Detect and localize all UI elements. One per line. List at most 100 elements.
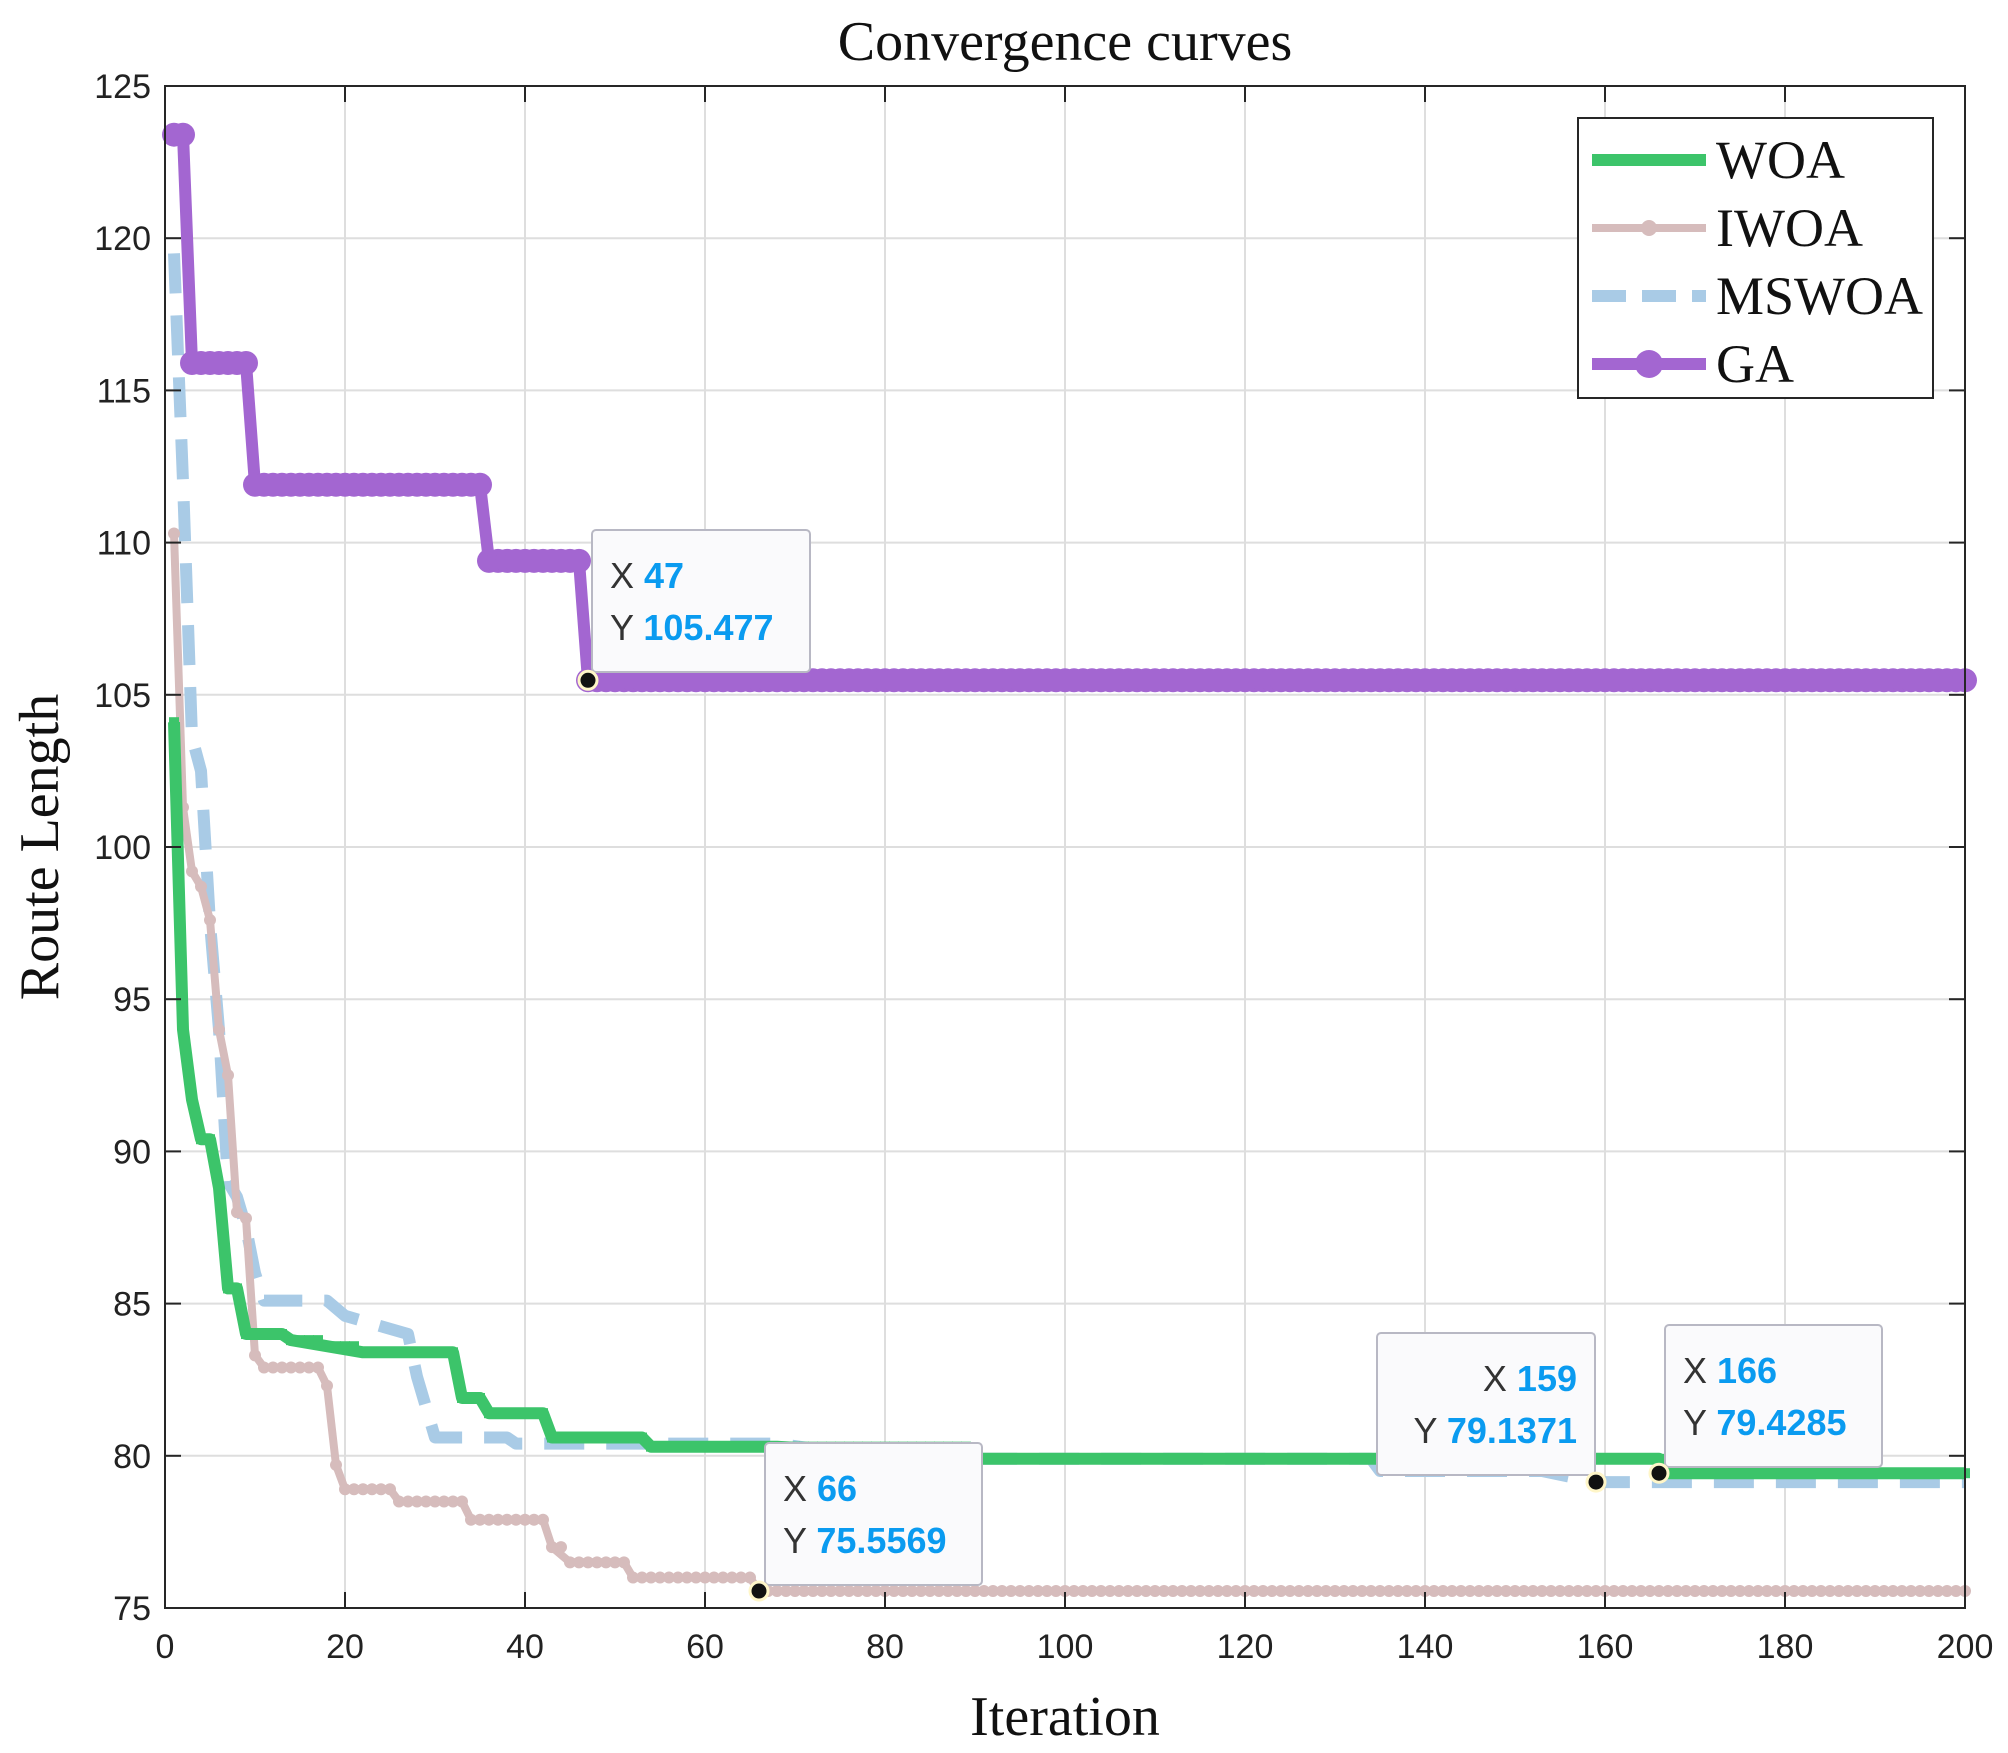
data-point bbox=[1311, 1585, 1323, 1598]
data-point bbox=[303, 1361, 315, 1374]
data-point bbox=[960, 1585, 972, 1598]
data-point bbox=[942, 1585, 954, 1598]
data-point bbox=[493, 1408, 503, 1419]
data-point bbox=[1698, 1585, 1710, 1598]
x-tick-label: 20 bbox=[326, 1628, 364, 1666]
data-point bbox=[1744, 1468, 1754, 1479]
datatip-marker bbox=[748, 1580, 770, 1602]
data-point bbox=[1267, 1453, 1277, 1464]
data-point bbox=[879, 1585, 891, 1598]
data-point bbox=[231, 1206, 243, 1219]
data-point bbox=[1716, 1585, 1728, 1598]
data-point bbox=[618, 1556, 630, 1569]
data-point bbox=[1690, 1468, 1700, 1479]
data-point bbox=[718, 1441, 728, 1452]
datatip-marker bbox=[1585, 1471, 1607, 1493]
data-point bbox=[1249, 1453, 1259, 1464]
x-tick-label: 100 bbox=[1037, 1628, 1094, 1666]
data-point bbox=[1896, 1585, 1908, 1598]
data-point bbox=[564, 1556, 576, 1569]
data-point bbox=[628, 1432, 638, 1443]
data-point bbox=[528, 1513, 540, 1526]
data-point bbox=[1681, 1468, 1691, 1479]
data-point bbox=[313, 1335, 323, 1346]
data-point bbox=[1708, 1468, 1718, 1479]
data-point bbox=[1905, 1585, 1917, 1598]
data-point bbox=[1878, 1585, 1890, 1598]
datatip-ga[interactable]: X 47Y 105.477 bbox=[577, 529, 811, 691]
data-point bbox=[178, 1024, 188, 1035]
x-axis-title: Iteration bbox=[970, 1686, 1160, 1748]
datatip-key: X bbox=[1483, 1358, 1517, 1399]
legend-label: IWOA bbox=[1716, 198, 1863, 258]
data-point bbox=[259, 1329, 269, 1340]
data-point bbox=[1374, 1585, 1386, 1598]
data-point bbox=[1618, 1453, 1628, 1464]
y-axis-title: Route Length bbox=[9, 694, 71, 1000]
data-point bbox=[375, 1483, 387, 1496]
x-tick-label: 60 bbox=[686, 1628, 724, 1666]
data-point bbox=[825, 1585, 837, 1598]
data-point bbox=[834, 1585, 846, 1598]
datatip-iwoa[interactable]: X 66Y 75.5569 bbox=[748, 1442, 983, 1602]
data-point bbox=[295, 1335, 305, 1346]
x-tick-label: 80 bbox=[866, 1628, 904, 1666]
data-point bbox=[1726, 1468, 1736, 1479]
data-point bbox=[484, 1408, 494, 1419]
data-point bbox=[403, 1347, 413, 1358]
data-point bbox=[1212, 1585, 1224, 1598]
data-point bbox=[294, 1361, 306, 1374]
data-point bbox=[1293, 1585, 1305, 1598]
data-point bbox=[1258, 1453, 1268, 1464]
x-tick-label: 140 bbox=[1397, 1628, 1454, 1666]
data-point bbox=[1590, 1585, 1602, 1598]
data-point bbox=[789, 1585, 801, 1598]
legend-marker bbox=[1635, 350, 1663, 378]
datatip-marker bbox=[1648, 1462, 1670, 1484]
data-point bbox=[1762, 1468, 1772, 1479]
datatip-x-line: X 66 bbox=[783, 1468, 857, 1509]
data-point bbox=[420, 1495, 432, 1508]
legend-item-mswoa: MSWOA bbox=[1592, 266, 1923, 326]
data-point bbox=[1150, 1453, 1160, 1464]
data-point bbox=[186, 865, 198, 878]
data-point bbox=[240, 1212, 252, 1225]
data-point bbox=[870, 1585, 882, 1598]
data-point bbox=[1168, 1453, 1178, 1464]
data-point bbox=[915, 1585, 927, 1598]
data-point bbox=[1869, 1585, 1881, 1598]
data-point bbox=[1842, 1585, 1854, 1598]
data-point bbox=[1473, 1585, 1485, 1598]
data-point bbox=[843, 1585, 855, 1598]
data-point bbox=[1906, 1468, 1916, 1479]
data-point bbox=[1239, 1585, 1251, 1598]
data-point bbox=[1428, 1585, 1440, 1598]
data-point bbox=[1158, 1585, 1170, 1598]
data-point bbox=[816, 1585, 828, 1598]
data-point bbox=[1743, 1585, 1755, 1598]
data-point bbox=[1321, 1453, 1331, 1464]
data-point bbox=[619, 1432, 629, 1443]
data-point bbox=[1419, 1585, 1431, 1598]
datatip-key: Y bbox=[1683, 1402, 1716, 1443]
data-point bbox=[340, 1341, 350, 1352]
data-point bbox=[681, 1571, 693, 1584]
datatip-value: 105.477 bbox=[643, 607, 773, 648]
data-point bbox=[402, 1495, 414, 1508]
datatip-value: 79.1371 bbox=[1447, 1410, 1577, 1451]
datatip-box bbox=[1664, 1324, 1883, 1468]
data-point bbox=[636, 1571, 648, 1584]
data-point bbox=[465, 1513, 477, 1526]
data-point bbox=[171, 122, 195, 147]
datatip-x-line: X 159 bbox=[1483, 1358, 1577, 1399]
series-layer bbox=[162, 122, 1977, 1598]
datatip-x-line: X 166 bbox=[1683, 1350, 1777, 1391]
y-tick-label: 110 bbox=[97, 525, 151, 563]
datatip-mswoa[interactable]: X 159 Y 79.1371 bbox=[1376, 1332, 1607, 1493]
data-point bbox=[1671, 1585, 1683, 1598]
data-point bbox=[1518, 1585, 1530, 1598]
data-point bbox=[1023, 1585, 1035, 1598]
data-point bbox=[1266, 1585, 1278, 1598]
